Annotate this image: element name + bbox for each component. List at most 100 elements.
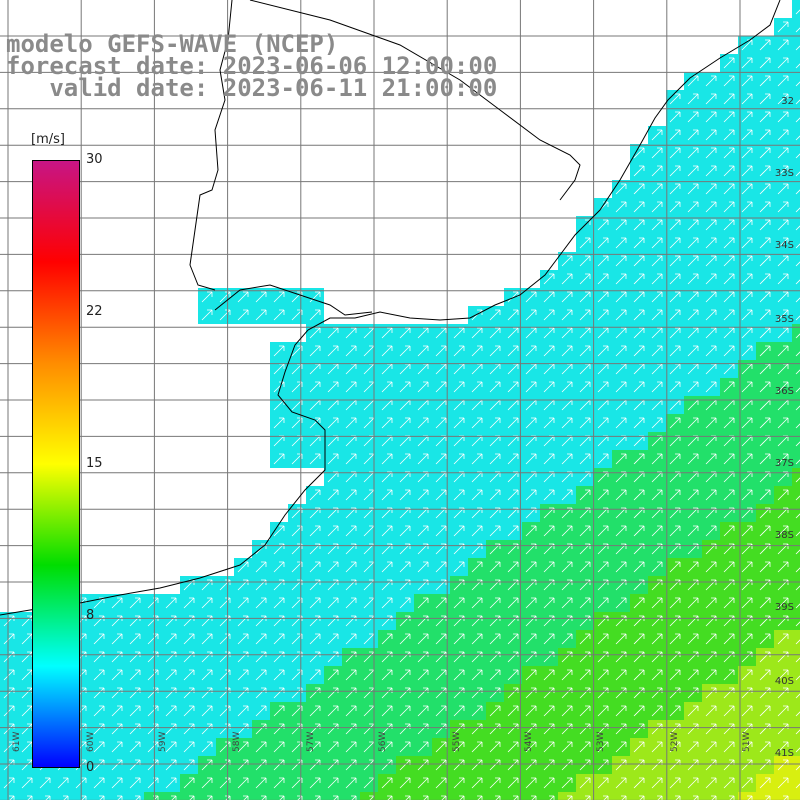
wind-arrow xyxy=(723,165,735,177)
wind-arrow xyxy=(795,369,800,375)
field-cell xyxy=(792,234,800,252)
field-cell xyxy=(792,270,800,288)
wind-arrow xyxy=(741,183,753,195)
wind-arrow xyxy=(183,705,195,717)
wind-arrow xyxy=(345,741,357,753)
wind-arrow xyxy=(489,489,501,501)
wind-arrow xyxy=(759,489,771,501)
wind-arrow xyxy=(381,777,393,789)
wind-arrow xyxy=(543,669,555,681)
wind-arrow xyxy=(651,417,663,429)
wind-arrow xyxy=(345,633,357,645)
wind-arrow xyxy=(687,273,699,285)
wind-arrow xyxy=(723,777,735,789)
wind-arrow xyxy=(435,705,447,717)
wind-arrow xyxy=(507,417,519,429)
wind-arrow xyxy=(723,291,735,303)
wind-arrow xyxy=(759,273,771,285)
wind-arrow xyxy=(543,327,555,339)
wind-arrow xyxy=(723,453,735,465)
wind-arrow xyxy=(705,111,717,123)
wind-arrow xyxy=(723,129,735,141)
wind-arrow xyxy=(777,75,789,87)
wind-arrow xyxy=(399,723,411,735)
wind-arrow xyxy=(705,741,717,753)
wind-arrow xyxy=(759,417,771,429)
wind-arrow xyxy=(237,687,249,699)
wind-arrow xyxy=(507,669,519,681)
wind-arrow xyxy=(795,675,800,681)
wind-arrow xyxy=(273,705,285,717)
wind-arrow xyxy=(723,741,735,753)
wind-arrow xyxy=(759,93,771,105)
wind-arrow xyxy=(615,237,627,249)
wind-arrow xyxy=(453,705,465,717)
wind-arrow xyxy=(795,279,800,285)
wind-arrow xyxy=(435,327,447,339)
field-cell xyxy=(792,360,800,378)
lat-label-35s: 35S xyxy=(774,314,794,325)
wind-arrow xyxy=(399,327,411,339)
field-cell xyxy=(792,702,800,720)
wind-arrow xyxy=(633,453,645,465)
wind-arrow xyxy=(759,741,771,753)
field-cell xyxy=(792,648,800,666)
wind-arrow xyxy=(597,291,609,303)
wind-arrow xyxy=(129,687,141,699)
wind-arrow xyxy=(579,309,591,321)
wind-arrow xyxy=(759,39,771,51)
wind-arrow xyxy=(669,777,681,789)
wind-arrow xyxy=(561,633,573,645)
wind-arrow xyxy=(183,633,195,645)
wind-arrow xyxy=(237,723,249,735)
wind-arrow xyxy=(795,639,800,645)
wind-arrow xyxy=(669,165,681,177)
wind-arrow xyxy=(633,597,645,609)
wind-arrow xyxy=(255,291,267,303)
wind-arrow xyxy=(525,417,537,429)
field-cell xyxy=(792,252,800,270)
wind-arrow xyxy=(741,129,753,141)
wind-arrow xyxy=(255,561,267,573)
wind-arrow xyxy=(525,291,537,303)
wind-arrow xyxy=(633,381,645,393)
wind-arrow xyxy=(597,255,609,267)
wind-arrow xyxy=(327,597,339,609)
wind-arrow xyxy=(471,525,483,537)
wind-arrow xyxy=(795,171,800,177)
wind-arrow xyxy=(723,255,735,267)
wind-arrow xyxy=(3,705,15,717)
wind-arrow xyxy=(417,489,429,501)
wind-arrow xyxy=(723,273,735,285)
wind-arrow xyxy=(201,687,213,699)
brazil-border xyxy=(249,0,581,201)
wind-arrow xyxy=(633,309,645,321)
wind-arrow xyxy=(777,777,789,789)
wind-arrow xyxy=(255,777,267,789)
wind-arrow xyxy=(381,705,393,717)
wind-arrow xyxy=(21,777,33,789)
wind-arrow xyxy=(759,201,771,213)
wind-arrow xyxy=(651,561,663,573)
wind-arrow xyxy=(651,489,663,501)
wind-arrow xyxy=(651,237,663,249)
lon-label-59w: 59W xyxy=(158,731,168,752)
wind-arrow xyxy=(543,687,555,699)
wind-arrow xyxy=(93,723,105,735)
wind-arrow xyxy=(723,75,735,87)
wind-arrow xyxy=(597,309,609,321)
wind-arrow xyxy=(741,525,753,537)
lat-label-37s: 37S xyxy=(774,458,794,469)
wind-arrow xyxy=(741,417,753,429)
wind-arrow xyxy=(705,147,717,159)
wind-arrow xyxy=(273,309,285,321)
wind-arrow xyxy=(309,633,321,645)
wind-arrow xyxy=(471,597,483,609)
wind-arrow xyxy=(345,489,357,501)
wind-arrow xyxy=(651,453,663,465)
wind-arrow xyxy=(255,705,267,717)
wind-arrow xyxy=(741,687,753,699)
wind-arrow xyxy=(525,327,537,339)
wind-arrow xyxy=(795,45,800,51)
wind-arrow xyxy=(795,9,800,15)
